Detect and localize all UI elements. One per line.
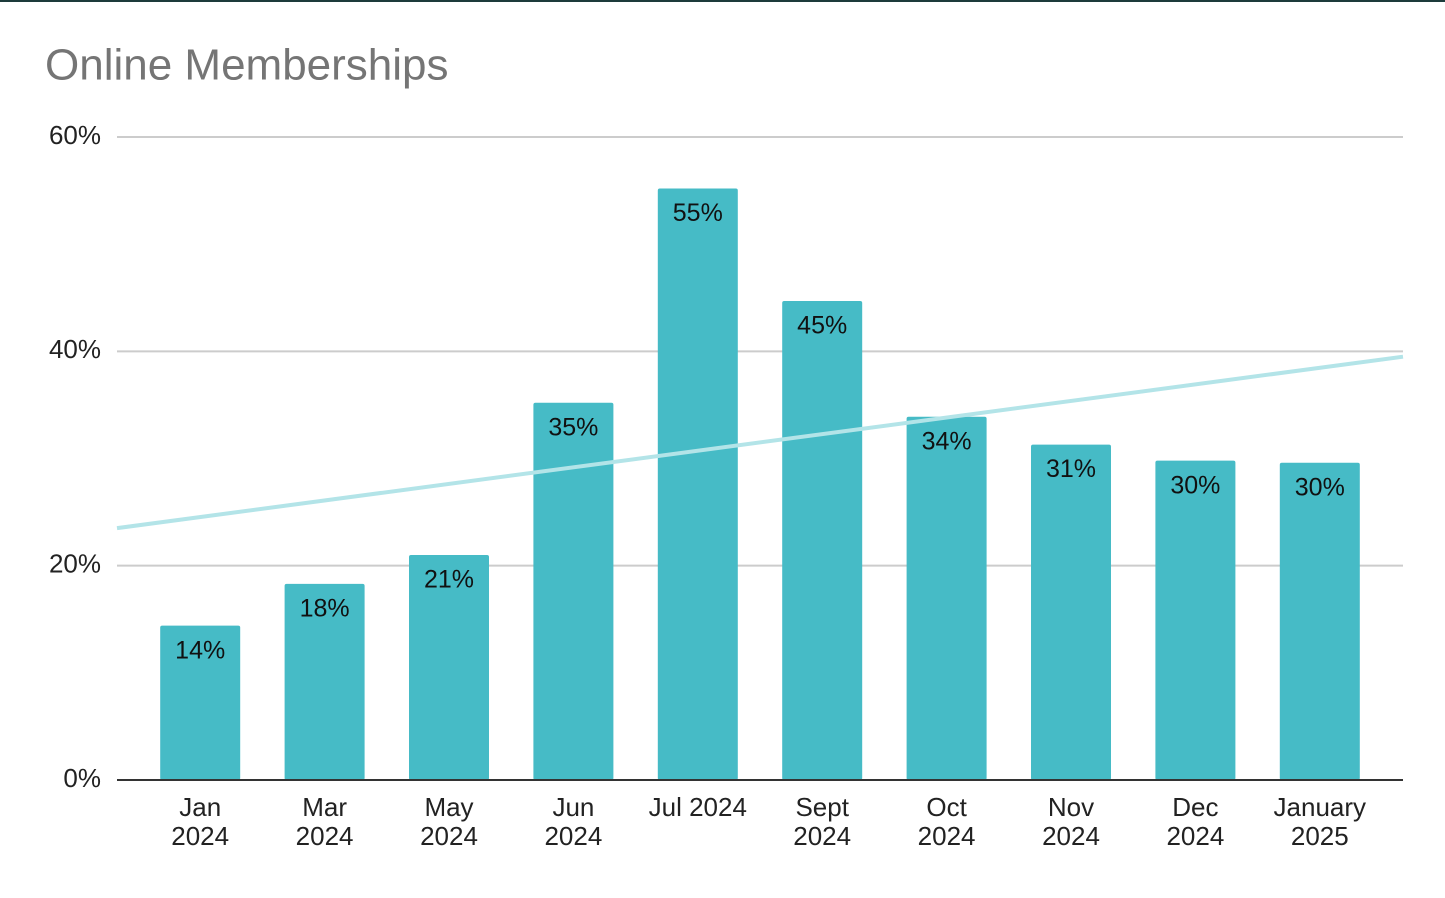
x-tick-label: May (424, 792, 473, 822)
bar (1279, 462, 1360, 780)
value-label: 30% (1170, 471, 1220, 499)
bar (409, 554, 489, 780)
bar (657, 188, 738, 780)
value-label: 21% (424, 566, 474, 594)
x-tick-label: 2024 (1042, 821, 1100, 851)
x-tick-label: Jan (179, 792, 221, 822)
trendline (116, 354, 1404, 531)
bar (1155, 460, 1236, 780)
y-tick-label: 0% (63, 763, 101, 793)
bar (782, 300, 863, 780)
x-tick-label: January (1274, 792, 1367, 822)
chart-title: Online Memberships (45, 41, 449, 90)
x-tick-label: 2024 (296, 821, 354, 851)
value-label: 34% (922, 427, 972, 455)
x-tick-label: 2024 (544, 821, 602, 851)
x-tick-label: Nov (1048, 792, 1094, 822)
x-tick-label: Oct (926, 792, 967, 822)
top-border (0, 0, 1445, 2)
x-tick-label: Mar (302, 792, 347, 822)
value-label: 45% (797, 312, 847, 340)
x-tick-label: 2025 (1291, 821, 1349, 851)
bar (533, 402, 614, 780)
value-label: 30% (1295, 473, 1345, 501)
value-label: 35% (548, 413, 598, 441)
y-tick-label: 60% (49, 120, 101, 150)
x-tick-label: Jun (552, 792, 594, 822)
x-tick-label: 2024 (1166, 821, 1224, 851)
bar (284, 583, 365, 780)
x-tick-label: 2024 (420, 821, 478, 851)
bar (1031, 444, 1111, 780)
value-label: 14% (175, 636, 225, 664)
x-tick-label: Sept (795, 792, 849, 822)
bar (160, 625, 241, 780)
value-label: 18% (300, 594, 350, 622)
x-tick-label: Jul 2024 (649, 792, 747, 822)
value-label: 55% (673, 199, 723, 227)
x-tick-label: 2024 (171, 821, 229, 851)
y-tick-label: 20% (49, 549, 101, 579)
x-tick-label: 2024 (793, 821, 851, 851)
x-tick-label: Dec (1172, 792, 1218, 822)
y-tick-label: 40% (49, 334, 101, 364)
value-label: 31% (1046, 455, 1096, 483)
x-tick-label: 2024 (918, 821, 976, 851)
bar (906, 416, 987, 780)
